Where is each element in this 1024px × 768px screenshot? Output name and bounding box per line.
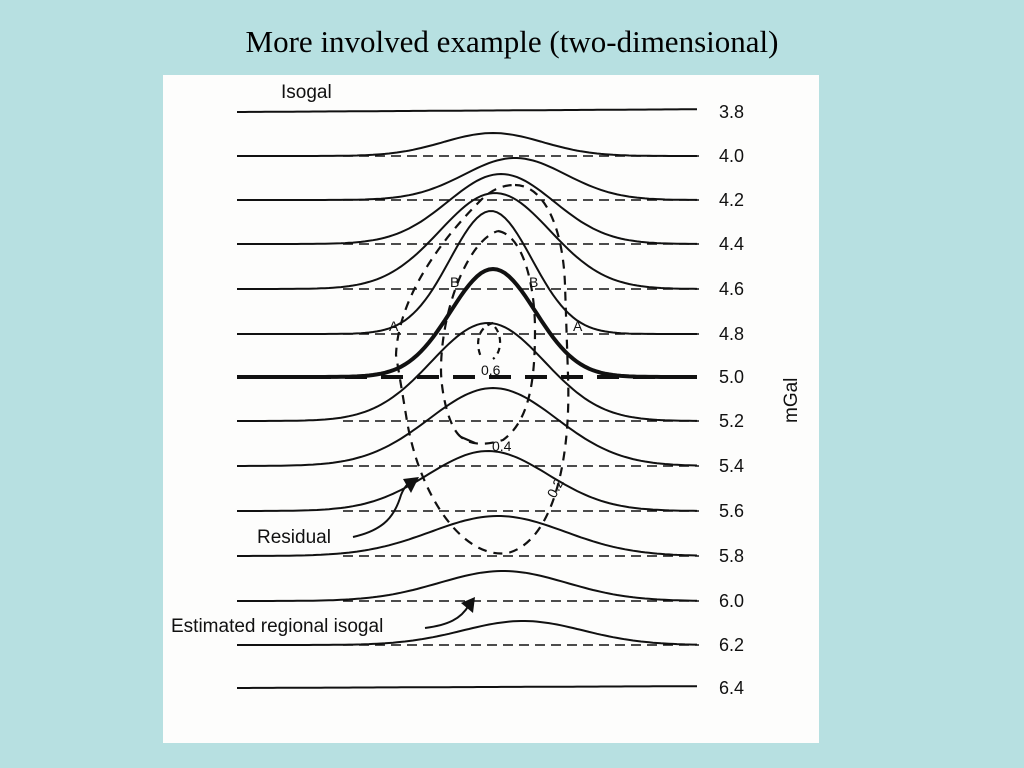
isogal-curve-4.8 <box>237 210 697 335</box>
regional-arrow <box>424 604 470 629</box>
isogal-value-4.6: 4.6 <box>719 279 744 299</box>
profile-marker-a-right: A <box>573 318 583 334</box>
isogal-curve-6.4 <box>237 685 697 689</box>
regional-arrow-head <box>461 597 475 613</box>
isogal-value-5.6: 5.6 <box>719 501 744 521</box>
profile-marker-b-right: B <box>529 274 538 290</box>
isogal-value-5.8: 5.8 <box>719 546 744 566</box>
isogal-curve-3.8 <box>237 108 698 113</box>
regional-isogal-label: Estimated regional isogal <box>171 616 383 637</box>
residual-arrow-head <box>403 477 419 493</box>
isogal-curve-5.0 <box>237 266 697 379</box>
residual-value-0-6: 0.6 <box>481 362 501 378</box>
isogal-curves <box>237 108 698 689</box>
residual-value-0-2: 0.2 <box>544 476 567 501</box>
isogal-curve-5.6 <box>237 449 698 512</box>
residual-arrow <box>352 479 414 538</box>
residual-contour-0-2 <box>394 183 570 555</box>
isogal-value-4.8: 4.8 <box>719 324 744 344</box>
isogal-curve-5.2 <box>237 321 697 422</box>
residual-label: Residual <box>257 527 331 548</box>
isogal-curve-5.4 <box>237 386 698 467</box>
isogal-value-5.4: 5.4 <box>719 456 744 476</box>
profile-marker-b-left: B <box>450 274 459 290</box>
figure-panel: Isogal mGal Residual Estimated regional … <box>163 75 819 743</box>
isogal-curve-6.0 <box>237 570 697 602</box>
residual-value-0-4: 0.4 <box>492 438 512 454</box>
isogal-figure: Isogal mGal Residual Estimated regional … <box>171 82 802 698</box>
profile-marker-a-left: A <box>389 318 399 334</box>
residual-contour-0-4 <box>439 229 537 445</box>
isogal-value-4.2: 4.2 <box>719 190 744 210</box>
isogal-value-4.0: 4.0 <box>719 146 744 166</box>
isogal-value-6.2: 6.2 <box>719 635 744 655</box>
isogal-curve-4.4 <box>237 172 697 245</box>
isogal-value-3.8: 3.8 <box>719 102 744 122</box>
isogal-curve-5.8 <box>237 515 698 557</box>
isogal-curve-4.2 <box>237 157 697 201</box>
slide-title: More involved example (two-dimensional) <box>245 24 779 59</box>
isogal-value-6.0: 6.0 <box>719 591 744 611</box>
residual-contour-0-4-tail <box>460 435 476 445</box>
isogal-value-4.4: 4.4 <box>719 234 744 254</box>
isogal-value-5.0: 5.0 <box>719 367 744 387</box>
unit-label: mGal <box>781 378 802 423</box>
isogal-curve-6.2 <box>237 620 697 646</box>
isogal-curve-4.6 <box>237 192 698 290</box>
residual-contour-0-6 <box>477 321 502 360</box>
isogal-curve-4.0 <box>237 131 697 157</box>
isogal-label: Isogal <box>281 82 332 103</box>
isogal-value-5.2: 5.2 <box>719 411 744 431</box>
isogal-value-6.4: 6.4 <box>719 678 744 698</box>
residual-contours <box>394 183 570 555</box>
